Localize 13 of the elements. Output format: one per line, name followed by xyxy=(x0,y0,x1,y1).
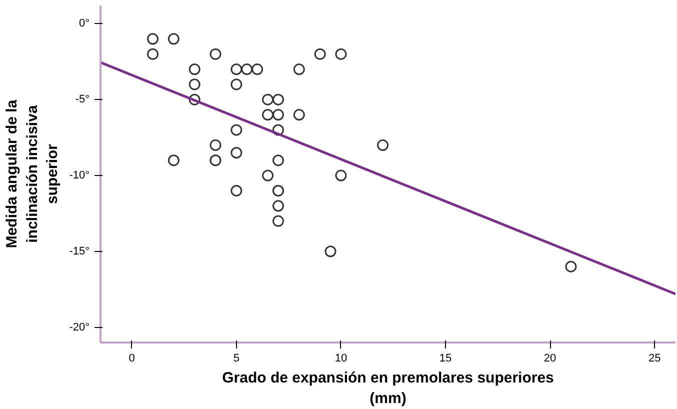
x-tick-label: 10 xyxy=(334,352,348,364)
x-axis-title: Grado de expansión en premolares superiores (mm) xyxy=(222,370,554,407)
x-tick-label: 15 xyxy=(439,352,452,364)
y-tick-label: -10° xyxy=(69,170,90,182)
x-tick-label: 25 xyxy=(648,352,661,364)
x-tick-label: 20 xyxy=(544,352,556,364)
y-tick-label: -5° xyxy=(75,94,90,106)
y-tick-label: 0° xyxy=(78,18,90,30)
y-tick-label: -20° xyxy=(69,321,90,334)
y-tick-label: -15° xyxy=(69,245,90,258)
x-tick-label: 5 xyxy=(233,352,240,364)
x-tick-label: 0 xyxy=(128,352,135,364)
y-axis-title: Medida angular de la inclinación incisiva superior xyxy=(3,99,62,248)
